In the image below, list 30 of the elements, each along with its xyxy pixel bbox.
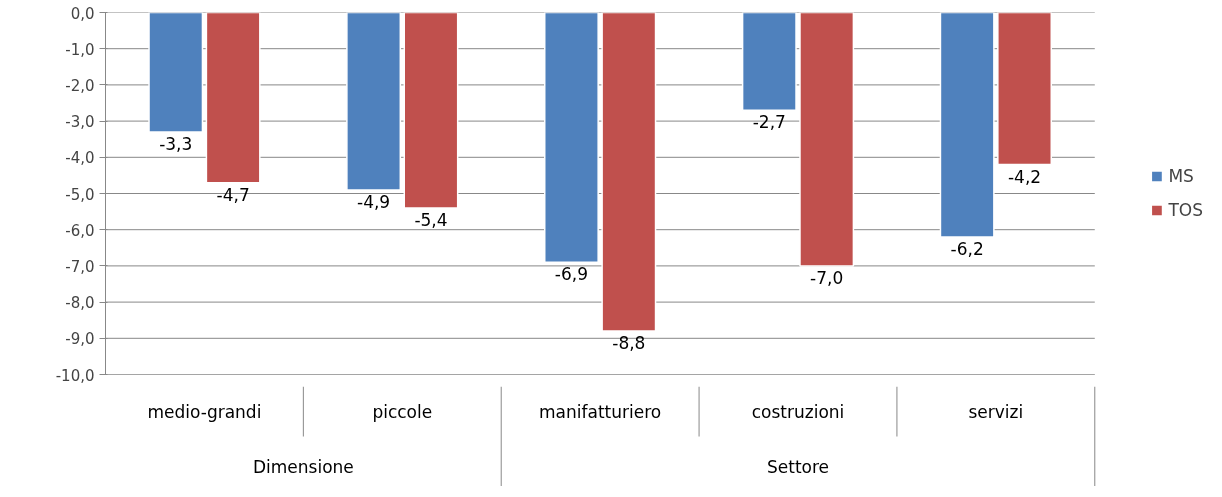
y-tick-label: -6,0: [65, 221, 95, 240]
y-tick-label: -8,0: [65, 294, 95, 313]
data-label: -3,3: [159, 133, 193, 154]
data-label: -2,7: [752, 112, 786, 133]
legend-label: MS: [1168, 166, 1194, 186]
y-tick-label: -2,0: [65, 76, 95, 95]
data-label: -8,8: [612, 333, 646, 354]
y-tick-label: 0,0: [70, 4, 95, 23]
text: Settore: [766, 456, 830, 477]
data-label: -4,9: [357, 191, 391, 212]
data-label: -6,9: [554, 264, 589, 285]
y-tick-label: -3,0: [65, 113, 95, 132]
data-label: -7,0: [810, 267, 844, 288]
y-tick-label: -5,0: [65, 185, 95, 204]
y-tick-label: -7,0: [65, 257, 95, 276]
y-tick-label: -1,0: [65, 40, 95, 59]
x-tick-label: servizi: [968, 401, 1024, 422]
data-label: -5,4: [414, 209, 448, 230]
data-label: -4,2: [1007, 166, 1042, 187]
data-label: -4,7: [216, 184, 250, 205]
x-tick-label: manifatturiero: [539, 401, 662, 422]
y-tick-label: -9,0: [65, 330, 95, 349]
text: Dimensione: [252, 456, 354, 477]
x-tick-label: piccole: [372, 401, 433, 422]
data-label: -6,2: [950, 238, 984, 259]
x-tick-label: costruzioni: [751, 401, 845, 422]
legend-label: TOS: [1168, 200, 1203, 220]
x-tick-label: medio-grandi: [147, 401, 262, 422]
y-tick-label: -10,0: [55, 366, 95, 385]
y-tick-label: -4,0: [65, 149, 95, 168]
